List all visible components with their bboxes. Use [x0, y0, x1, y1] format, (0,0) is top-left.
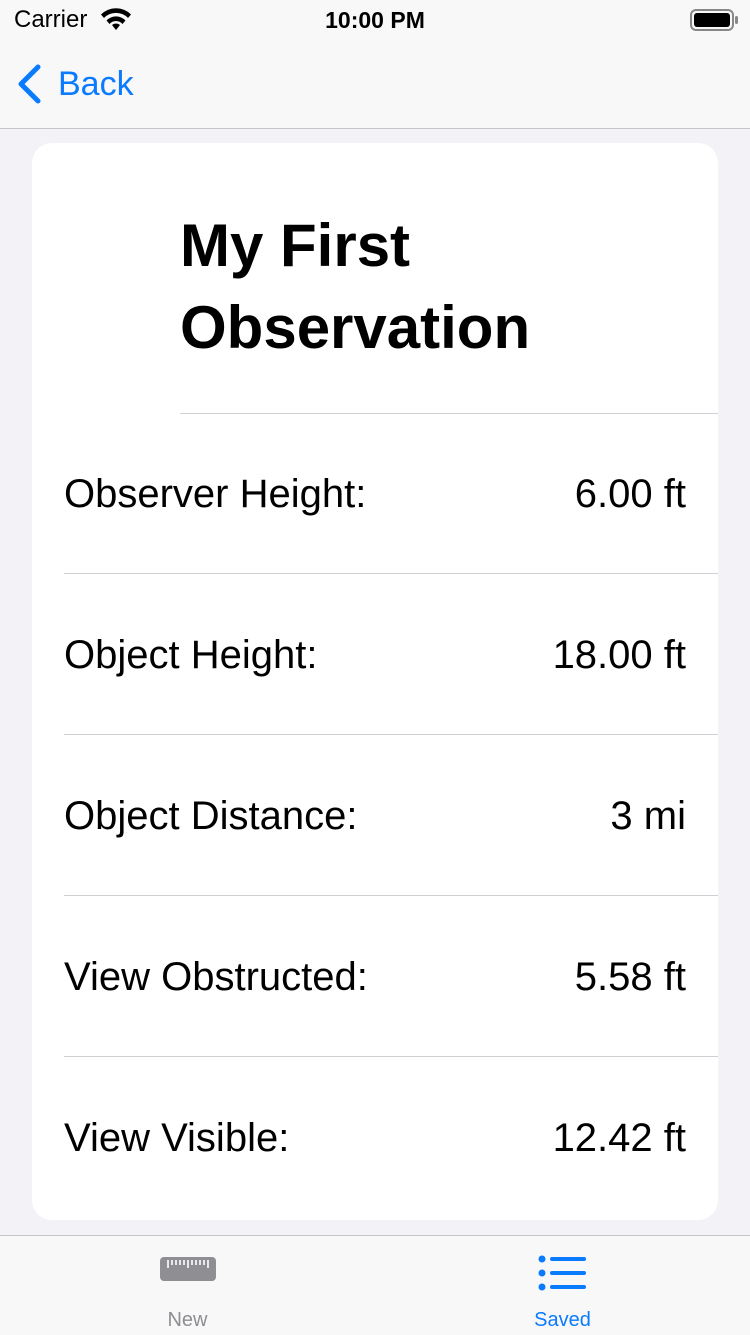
- detail-value: 5.58 ft: [574, 955, 686, 999]
- detail-label: View Obstructed:: [64, 955, 368, 999]
- detail-row-view-obstructed: View Obstructed: 5.58 ft: [64, 897, 718, 1057]
- detail-row-view-visible: View Visible: 12.42 ft: [64, 1058, 718, 1218]
- row-divider: [64, 734, 718, 735]
- tab-bar: New Saved: [0, 1235, 750, 1335]
- detail-row-observer-height: Observer Height: 6.00 ft: [64, 414, 718, 574]
- navigation-bar: Back: [0, 40, 750, 129]
- carrier-label: Carrier: [14, 6, 88, 33]
- status-bar: Carrier 10:00 PM: [0, 0, 750, 40]
- detail-label: Observer Height:: [64, 472, 367, 516]
- list-icon: [538, 1255, 586, 1291]
- row-divider: [64, 1056, 718, 1057]
- detail-row-object-height: Object Height: 18.00 ft: [64, 575, 718, 735]
- battery-icon: [690, 9, 738, 31]
- tab-new[interactable]: New: [0, 1236, 375, 1335]
- detail-value: 18.00 ft: [552, 633, 686, 677]
- tab-label-saved: Saved: [534, 1309, 591, 1331]
- status-time: 10:00 PM: [325, 7, 425, 33]
- chevron-left-icon: [18, 64, 41, 104]
- detail-value: 3 mi: [610, 794, 686, 838]
- detail-label: Object Height:: [64, 633, 318, 677]
- title-divider: [180, 413, 718, 414]
- wifi-icon: [101, 8, 131, 30]
- observation-title: My First Observation: [180, 212, 531, 361]
- ruler-icon: [159, 1257, 216, 1281]
- back-button[interactable]: Back: [16, 62, 134, 106]
- back-label: Back: [58, 65, 134, 103]
- detail-row-object-distance: Object Distance: 3 mi: [64, 736, 718, 896]
- row-divider: [64, 573, 718, 574]
- detail-value: 12.42 ft: [552, 1116, 686, 1160]
- detail-label: View Visible:: [64, 1116, 290, 1160]
- row-divider: [64, 895, 718, 896]
- tab-label-new: New: [167, 1309, 208, 1331]
- tab-saved[interactable]: Saved: [375, 1236, 750, 1335]
- detail-label: Object Distance:: [64, 794, 358, 838]
- observation-card: My First Observation Observer Height: 6.…: [32, 143, 718, 1220]
- detail-value: 6.00 ft: [574, 472, 686, 516]
